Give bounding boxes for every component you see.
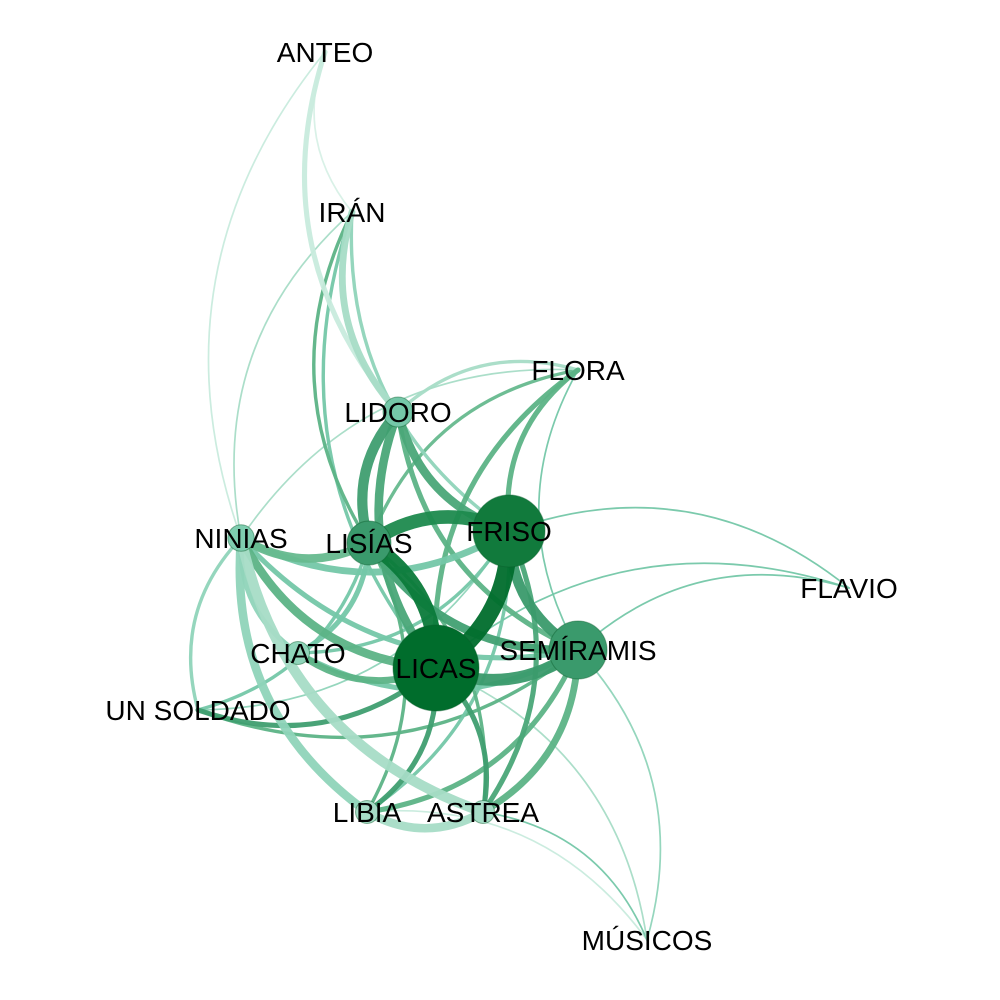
node-lidoro <box>382 396 414 428</box>
edge-ninias-un-soldado <box>188 536 243 712</box>
edge-iran-lisias <box>312 210 371 545</box>
node-semiramis <box>548 620 608 680</box>
edge-flora-lisias <box>367 368 580 545</box>
edge-musicos-libia <box>366 809 648 941</box>
edge-ninias-semiramis <box>238 535 581 661</box>
node-libia <box>355 800 379 824</box>
node-licas <box>392 624 480 712</box>
nodes-layer <box>227 396 608 824</box>
node-label-libia: LIBIA <box>333 797 402 828</box>
node-friso <box>472 494 546 568</box>
node-label-anteo: ANTEO <box>277 37 373 68</box>
edge-flavio-semiramis <box>577 573 850 651</box>
edge-ninias-libia <box>235 533 372 817</box>
edge-flavio-friso <box>508 506 850 589</box>
edge-musicos-licas <box>435 667 648 941</box>
edge-flora-semiramis <box>537 369 579 651</box>
node-label-un-soldado: UN SOLDADO <box>105 695 290 726</box>
labels-layer: ANTEO IRÁN FLORA LIDORO NINIAS LISÍAS FRISO FLA… <box>105 37 897 956</box>
node-label-iran: IRÁN <box>319 197 386 228</box>
node-label-licas: LICAS <box>396 653 477 684</box>
node-label-semiramis: SEMÍRAMIS <box>499 635 656 666</box>
edge-iran-licas <box>321 210 438 670</box>
edge-iran-ninias <box>233 211 353 539</box>
node-label-flavio: FLAVIO <box>800 573 898 604</box>
node-label-flora: FLORA <box>531 355 625 386</box>
edge-musicos-semiramis <box>577 649 662 941</box>
node-label-lidoro: LIDORO <box>344 397 451 428</box>
edge-un-soldado-semiramis <box>196 648 580 740</box>
node-label-ninias: NINIAS <box>194 523 287 554</box>
edge-anteo-ninias <box>207 51 326 539</box>
node-lisias <box>346 520 392 566</box>
edge-libia-semiramis <box>364 647 581 815</box>
node-astrea <box>471 800 495 824</box>
edge-ninias-astrea <box>235 532 489 818</box>
node-label-lisias: LISÍAS <box>325 528 412 559</box>
node-label-chato: CHATO <box>250 638 345 669</box>
edge-musicos-astrea <box>482 811 648 941</box>
node-label-musicos: MÚSICOS <box>582 925 713 956</box>
edge-libia-astrea <box>362 807 488 833</box>
edge-iran-lidoro <box>338 208 402 416</box>
node-chato <box>286 641 310 665</box>
node-label-friso: FRISO <box>466 516 552 547</box>
node-ninias <box>227 524 255 552</box>
node-label-astrea: ASTREA <box>427 797 539 828</box>
edge-flora-lidoro <box>396 359 580 414</box>
